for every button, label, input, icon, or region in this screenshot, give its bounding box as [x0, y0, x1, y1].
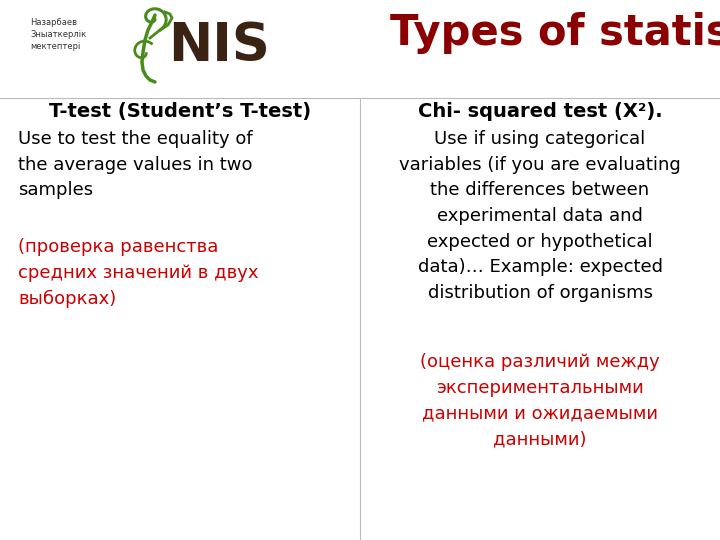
Text: T-test (Student’s T-test): T-test (Student’s T-test)	[49, 102, 311, 121]
Text: Chi- squared test (X²).: Chi- squared test (X²).	[418, 102, 662, 121]
Text: NIS: NIS	[168, 20, 270, 72]
Text: Назарбаев
Зныаткерлік
мектептері: Назарбаев Зныаткерлік мектептері	[30, 18, 86, 51]
Text: (проверка равенства
средних значений в двух
выборках): (проверка равенства средних значений в д…	[18, 238, 258, 308]
Text: Types of statistical test: Types of statistical test	[390, 12, 720, 54]
Text: (оценка различий между
экспериментальными
данными и ожидаемыми
данными): (оценка различий между экспериментальным…	[420, 353, 660, 448]
Text: Use if using categorical
variables (if you are evaluating
the differences betwee: Use if using categorical variables (if y…	[399, 130, 681, 302]
Text: Use to test the equality of
the average values in two
samples: Use to test the equality of the average …	[18, 130, 253, 199]
